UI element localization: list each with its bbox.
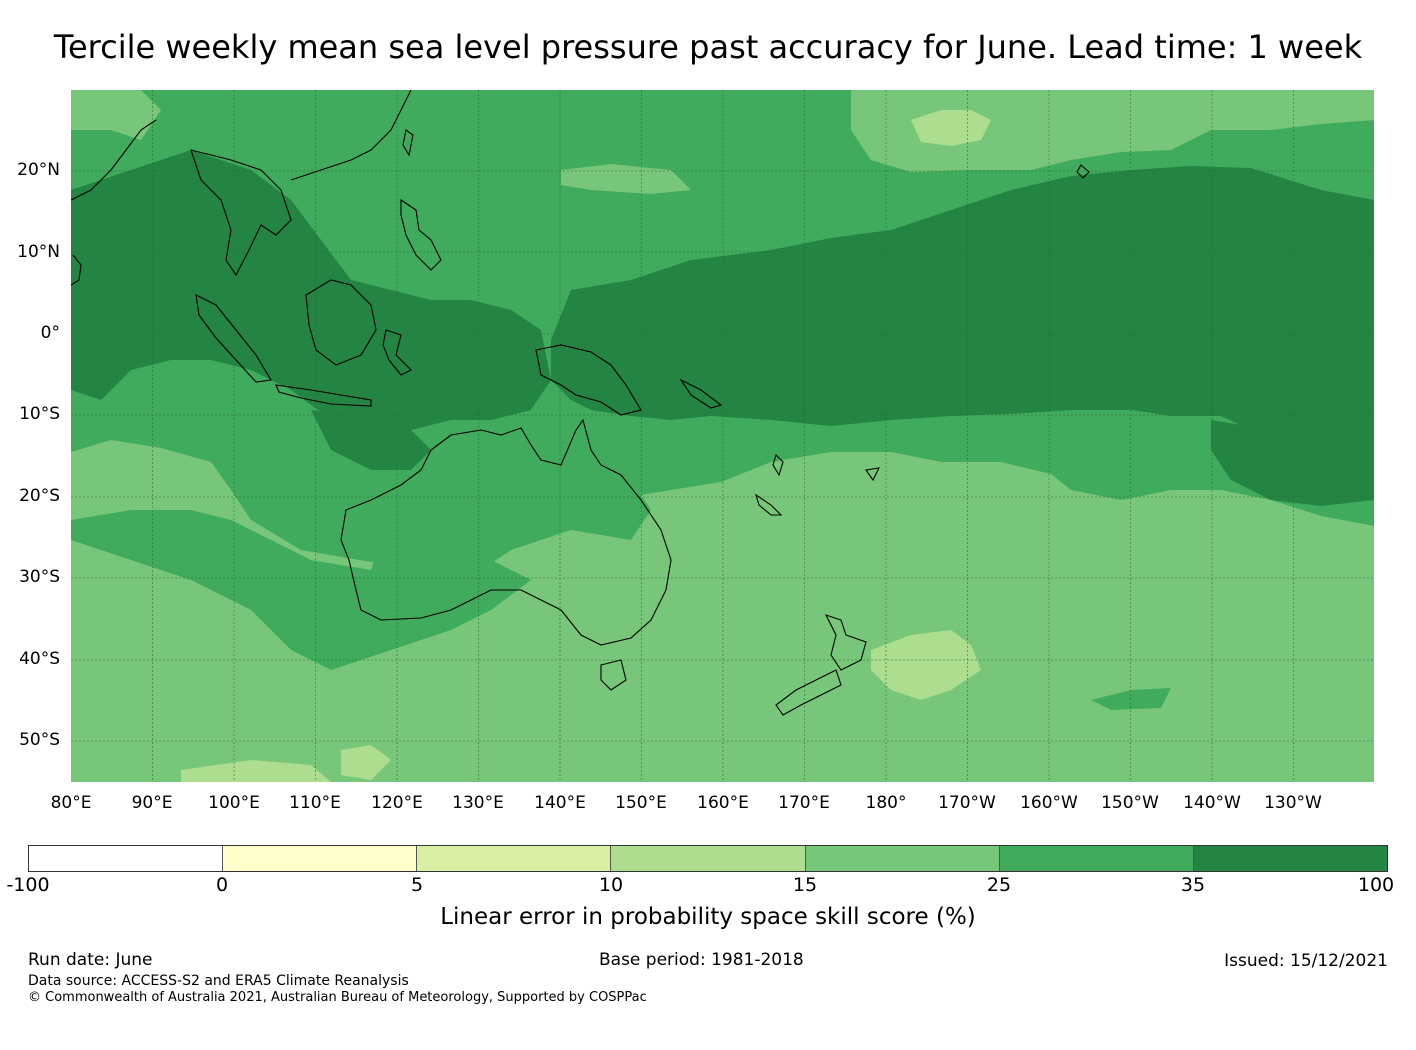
lon-label-170e: 170°E — [778, 793, 830, 813]
colorbar-segment-neg100-0 — [29, 846, 224, 871]
coast-hawaii — [1076, 164, 1090, 179]
coast-new-zealand-north — [824, 614, 867, 671]
lon-label-180: 180° — [865, 793, 907, 813]
skill-region-10-15-nz — [871, 630, 981, 700]
lon-label-90e: 90°E — [131, 793, 173, 813]
coast-indochina — [190, 149, 292, 277]
colorbar-tick-35: 35 — [1180, 874, 1206, 896]
skill-region-25-35-aus — [371, 460, 651, 590]
coast-india — [71, 119, 157, 201]
lon-label-110e: 110°E — [289, 793, 341, 813]
skill-region-15-25-south — [71, 440, 1374, 782]
copyright: © Commonwealth of Australia 2021, Austra… — [28, 990, 647, 1005]
skill-region-25-35-nz — [1091, 688, 1171, 710]
coast-vanuatu — [772, 453, 784, 477]
lon-label-160e: 160°E — [697, 793, 749, 813]
colorbar-segment-35-100 — [1193, 846, 1387, 871]
coast-taiwan — [402, 129, 414, 157]
coast-fiji — [865, 467, 880, 482]
base-period: Base period: 1981-2018 — [599, 950, 804, 970]
lon-label-130w: 130°W — [1264, 793, 1322, 813]
skill-region-15-25-nw — [71, 90, 161, 140]
colorbar-segment-0-5 — [223, 846, 418, 871]
skill-region-35-100-aus-north — [311, 410, 431, 470]
lon-label-100e: 100°E — [208, 793, 260, 813]
coast-china — [290, 90, 412, 181]
coast-new-zealand-south — [775, 669, 842, 716]
colorbar-tick-0: 0 — [215, 874, 229, 896]
skill-region-10-15-south-2 — [341, 745, 391, 780]
skill-region-10-15-north — [911, 110, 991, 146]
lon-label-160w: 160°W — [1020, 793, 1078, 813]
lat-label-20n: 20°N — [17, 160, 60, 180]
colorbar-segment-5-10 — [417, 846, 612, 871]
lon-label-170w: 170°W — [938, 793, 996, 813]
lon-label-120e: 120°E — [371, 793, 423, 813]
colorbar-tick-10: 10 — [598, 874, 624, 896]
coast-sumatra — [195, 294, 272, 383]
coast-sri-lanka — [71, 254, 82, 286]
graticule — [71, 90, 1374, 782]
map-canvas — [71, 90, 1374, 782]
coast-australia — [340, 418, 672, 646]
issued-date: Issued: 15/12/2021 — [1224, 951, 1388, 971]
colorbar-tick-100: 100 — [1357, 874, 1395, 896]
lat-label-50s: 50°S — [19, 730, 60, 750]
colorbar-tick-neg100: -100 — [6, 874, 50, 896]
lon-label-130e: 130°E — [452, 793, 504, 813]
colorbar-tick-25: 25 — [986, 874, 1012, 896]
skill-region-35-100-east-south — [1211, 420, 1374, 506]
skill-region-10-15-south — [181, 760, 331, 782]
coast-tasmania — [600, 659, 627, 691]
colorbar — [28, 845, 1388, 872]
skill-region-35-100-west — [71, 150, 551, 440]
colorbar-segment-25-35 — [999, 846, 1194, 871]
lon-label-150e: 150°E — [615, 793, 667, 813]
coast-new-guinea — [535, 344, 642, 416]
lat-label-10n: 10°N — [17, 242, 60, 262]
coastlines — [71, 90, 1090, 716]
skill-map — [71, 90, 1374, 782]
map-title: Tercile weekly mean sea level pressure p… — [53, 28, 1363, 66]
coast-philippines — [400, 198, 442, 271]
run-date: Run date: June — [28, 950, 153, 970]
skill-region-35-100-east — [551, 166, 1374, 470]
coast-new-caledonia — [755, 493, 783, 516]
lat-label-0: 0° — [40, 323, 60, 343]
lon-label-140e: 140°E — [534, 793, 586, 813]
colorbar-segment-15-25 — [805, 846, 1000, 871]
lon-label-140w: 140°W — [1183, 793, 1241, 813]
skill-region-25-35-south — [71, 510, 531, 670]
coast-borneo — [305, 279, 377, 366]
data-source: Data source: ACCESS-S2 and ERA5 Climate … — [28, 973, 409, 989]
lon-label-80e: 80°E — [50, 793, 92, 813]
lon-label-150w: 150°W — [1101, 793, 1159, 813]
colorbar-tick-15: 15 — [792, 874, 818, 896]
coast-solomon — [679, 378, 723, 409]
colorbar-label: Linear error in probability space skill … — [440, 904, 976, 930]
lat-label-10s: 10°S — [19, 404, 60, 424]
coast-java — [275, 384, 372, 407]
colorbar-segment-10-15 — [611, 846, 806, 871]
lat-label-40s: 40°S — [19, 649, 60, 669]
lat-label-20s: 20°S — [19, 486, 60, 506]
coast-sulawesi — [382, 329, 412, 376]
lat-label-30s: 30°S — [19, 567, 60, 587]
skill-region-15-25-north-mid — [561, 164, 691, 194]
colorbar-tick-5: 5 — [410, 874, 424, 896]
skill-region-15-25-north-east — [1211, 90, 1374, 130]
